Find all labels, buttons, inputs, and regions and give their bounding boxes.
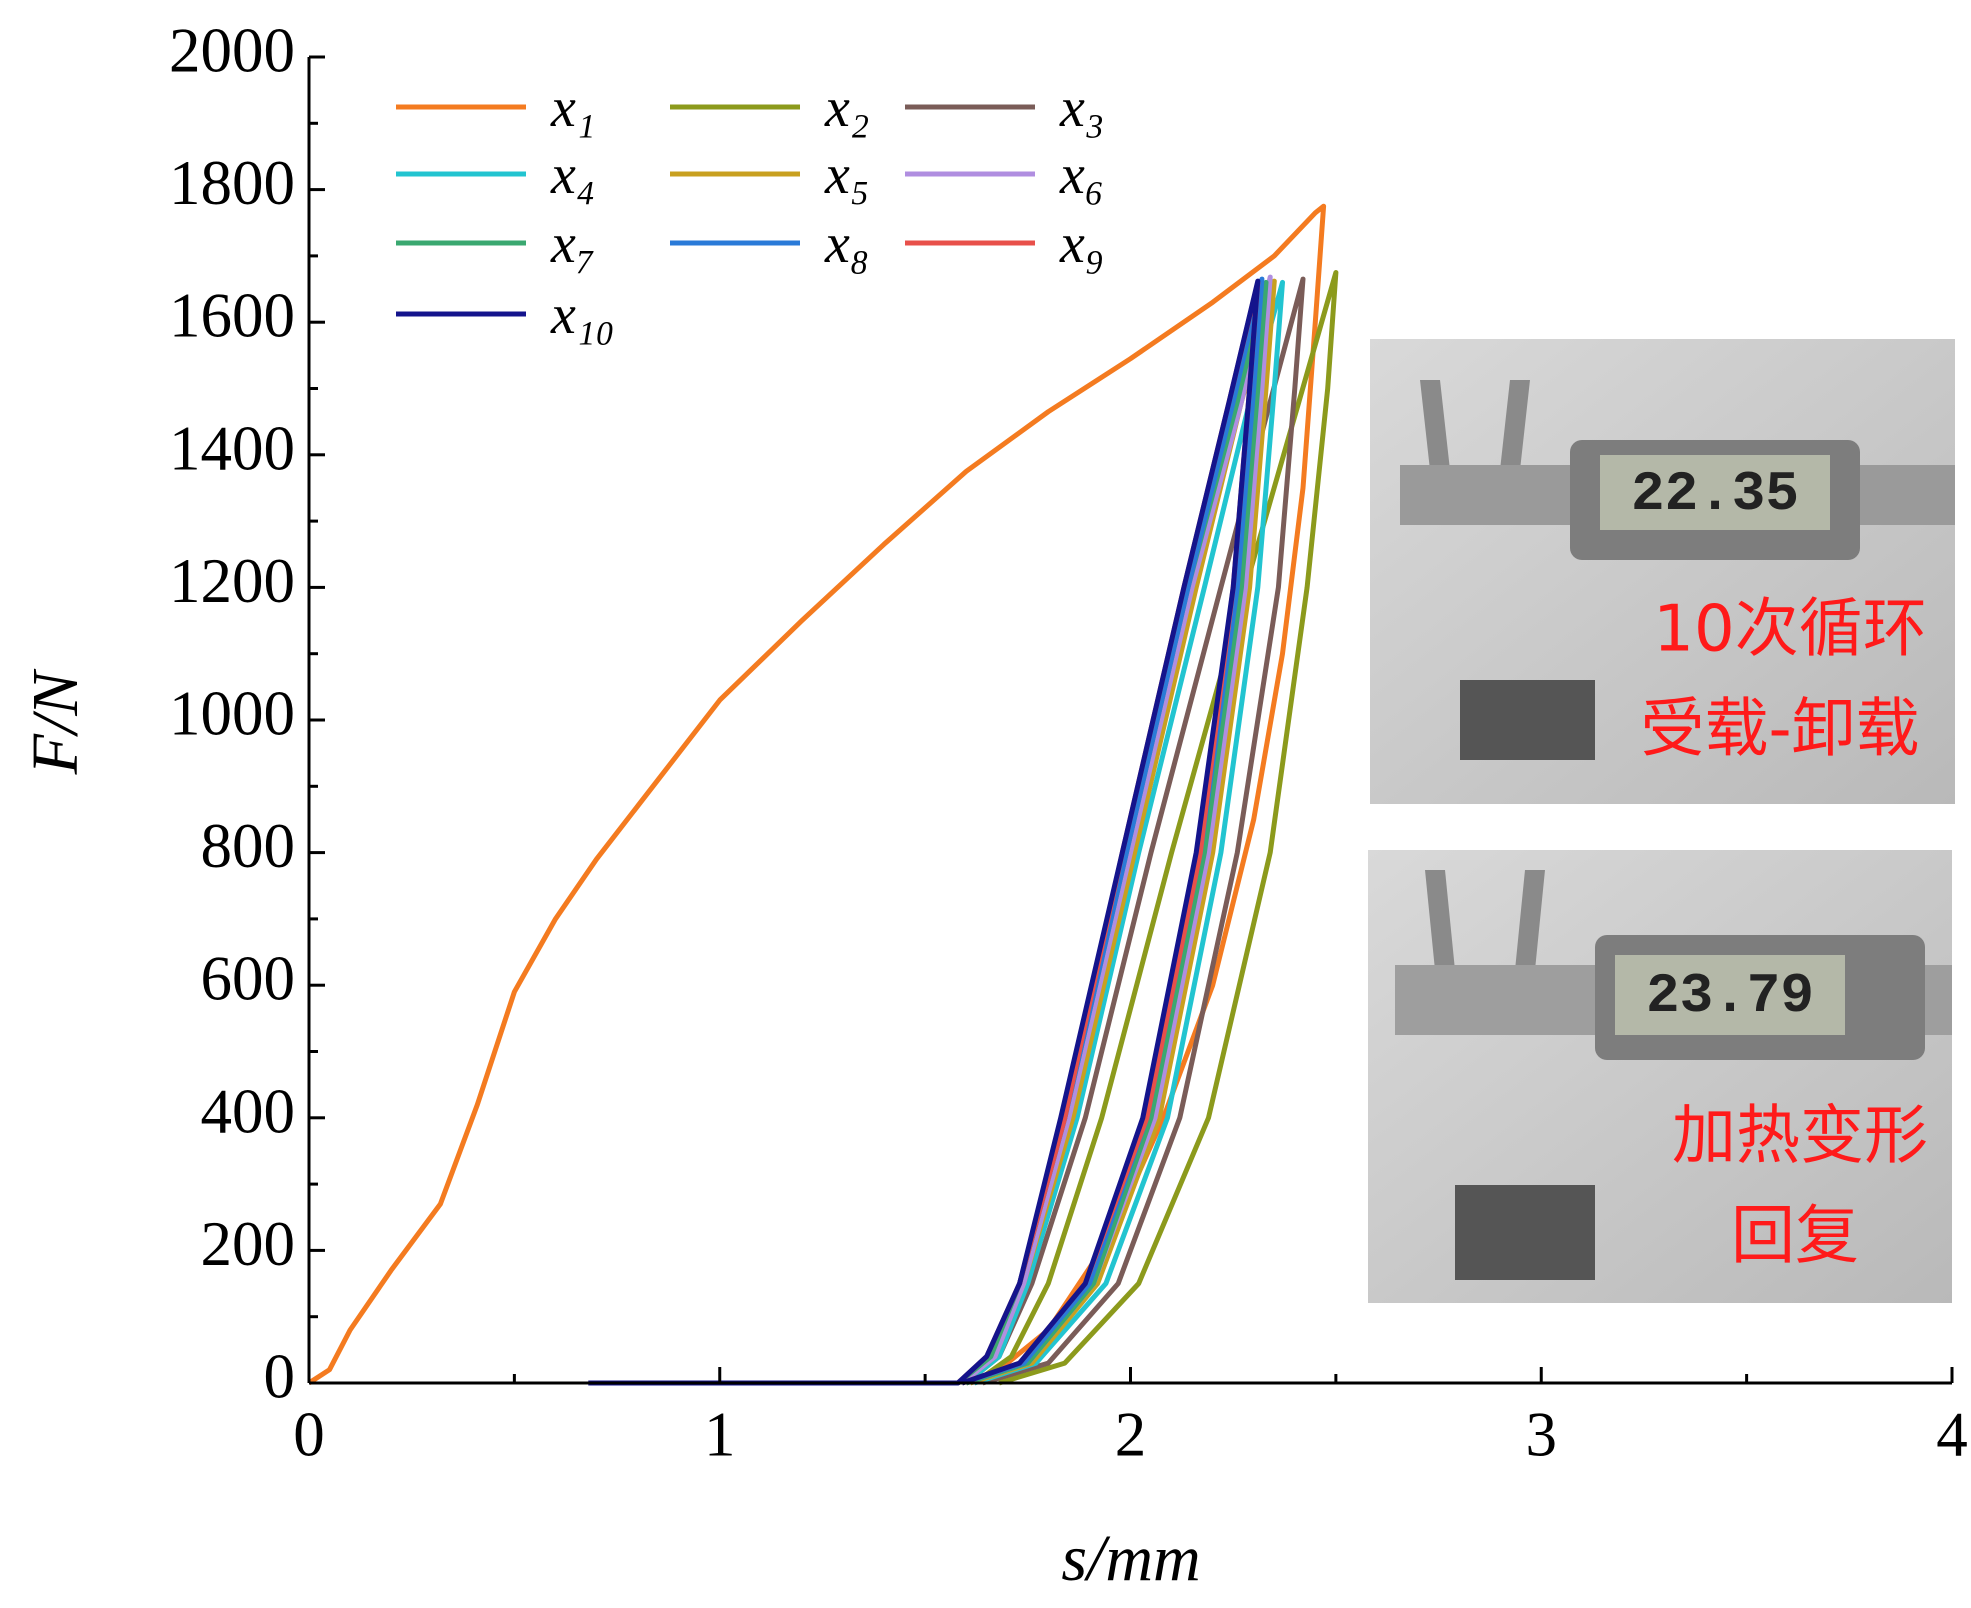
legend-label: x₉ <box>1059 213 1104 275</box>
x-tick-label: 3 <box>1526 1399 1558 1469</box>
data-line <box>588 278 1261 1386</box>
x-tick-label: 0 <box>293 1399 325 1469</box>
display-reading: 22.35 <box>1631 462 1799 526</box>
y-tick-label: 2000 <box>169 15 295 85</box>
sample <box>1460 680 1595 760</box>
legend-label: x₁₀ <box>550 284 615 346</box>
sample <box>1455 1185 1595 1280</box>
caliper-jaws <box>1425 870 1545 970</box>
legend-label: x₅ <box>824 144 869 206</box>
y-axis-label: F/N <box>19 668 92 776</box>
y-tick-label: 1600 <box>169 281 295 351</box>
annotation-line: 回复 <box>1731 1200 1859 1274</box>
y-tick-label: 1800 <box>169 148 295 218</box>
y-tick-label: 0 <box>264 1341 296 1411</box>
photo-insets: 22.35 10次循环 受载-卸载 23.79 加热变形 回复 <box>1368 339 1955 1303</box>
legend-label: x₂ <box>824 77 869 139</box>
legend: x₁ x₂ x₃ x₄ x₅ x₆ x₇ x₈ x₉ x₁₀ <box>396 77 1104 346</box>
x-axis-label: s/mm <box>1061 1522 1200 1595</box>
caliper-jaws <box>1420 380 1530 470</box>
x-tick-label: 4 <box>1936 1399 1968 1469</box>
annotation-line: 受载-卸载 <box>1640 693 1919 767</box>
legend-label: x₆ <box>1059 144 1104 206</box>
y-tick-label: 200 <box>201 1209 296 1279</box>
photo-1: 22.35 10次循环 受载-卸载 <box>1370 339 1955 804</box>
legend-label: x₈ <box>824 213 869 275</box>
annotation-line: 10次循环 <box>1653 593 1926 667</box>
data-line <box>964 276 1306 1386</box>
y-tick-label: 400 <box>201 1076 296 1146</box>
y-tick-label: 600 <box>201 944 296 1014</box>
x-tick-label: 2 <box>1115 1399 1147 1469</box>
legend-label: x₃ <box>1059 77 1104 139</box>
data-line <box>972 270 1339 1386</box>
y-tick-label: 1400 <box>169 413 295 483</box>
legend-label: x₄ <box>550 144 595 206</box>
annotation-line: 加热变形 <box>1672 1100 1928 1174</box>
caliper-display <box>1615 955 1845 1035</box>
caliper-display <box>1600 455 1830 530</box>
y-tick-label: 800 <box>201 811 296 881</box>
photo-2: 23.79 加热变形 回复 <box>1368 850 1952 1303</box>
y-tick-label: 1000 <box>169 678 295 748</box>
y-tick-label: 1200 <box>169 546 295 616</box>
legend-label: x₁ <box>550 77 595 139</box>
display-reading: 23.79 <box>1646 964 1814 1028</box>
legend-label: x₇ <box>550 213 595 275</box>
data-line <box>964 279 1285 1386</box>
x-tick-label: 1 <box>704 1399 736 1469</box>
